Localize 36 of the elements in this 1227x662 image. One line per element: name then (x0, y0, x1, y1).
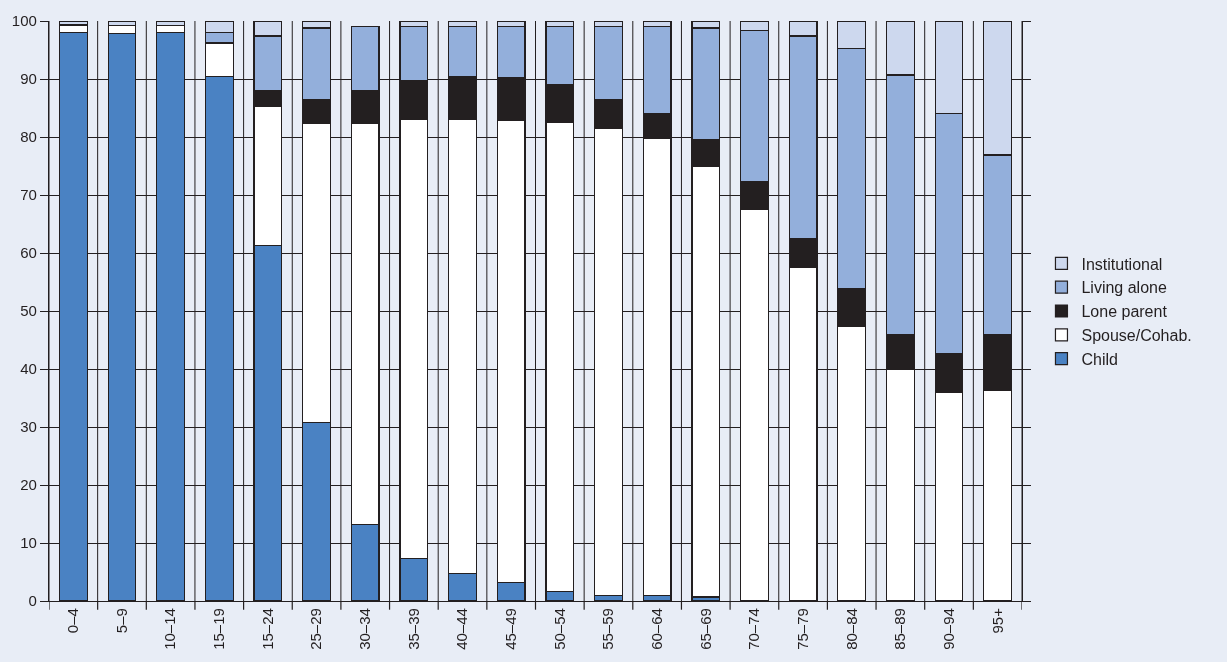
x-tick-label: 40–44 (453, 608, 471, 650)
x-tick-label: 65–69 (696, 608, 714, 650)
y-tick-label: 0 (28, 592, 37, 610)
x-tick-label: 85–89 (891, 608, 909, 650)
y-tick-label: 40 (20, 360, 37, 378)
y-tick-label: 80 (20, 128, 37, 146)
y-tick-label: 70 (20, 186, 37, 204)
x-tick-label: 90–94 (939, 608, 957, 650)
y-tick-label: 100 (11, 12, 37, 30)
x-tick-label: 30–34 (356, 608, 374, 650)
x-tick-label: 25–29 (307, 608, 325, 650)
x-tick-label: 15–19 (210, 608, 228, 650)
x-tick-label: 70–74 (745, 608, 763, 650)
x-tick-label: 75–79 (793, 608, 811, 650)
legend-label: Lone parent (1081, 303, 1168, 321)
x-tick-label: 50–54 (550, 608, 568, 650)
y-tick-label: 30 (20, 418, 37, 436)
x-tick-label: 35–39 (404, 608, 422, 650)
legend-label: Child (1081, 350, 1118, 368)
x-tick-label: 0–4 (64, 608, 82, 634)
x-tick-label: 10–14 (161, 608, 179, 650)
x-tick-label: 95+ (988, 607, 1006, 634)
x-tick-label: 80–84 (842, 608, 860, 650)
x-tick-label: 55–59 (599, 608, 617, 650)
x-tick-label: 5–9 (112, 608, 130, 634)
x-tick-label: 15–24 (258, 608, 276, 650)
legend-label: Living alone (1081, 279, 1167, 297)
x-tick-label: 60–64 (648, 608, 666, 650)
legend-label: Spouse/Cohab. (1081, 327, 1192, 345)
y-tick-label: 10 (20, 534, 37, 552)
y-tick-label: 60 (20, 244, 37, 262)
x-tick-label: 45–49 (502, 608, 520, 650)
legend-label: Institutional (1081, 255, 1163, 273)
y-tick-label: 50 (20, 302, 37, 320)
y-tick-label: 90 (20, 70, 37, 88)
y-tick-label: 20 (20, 476, 37, 494)
